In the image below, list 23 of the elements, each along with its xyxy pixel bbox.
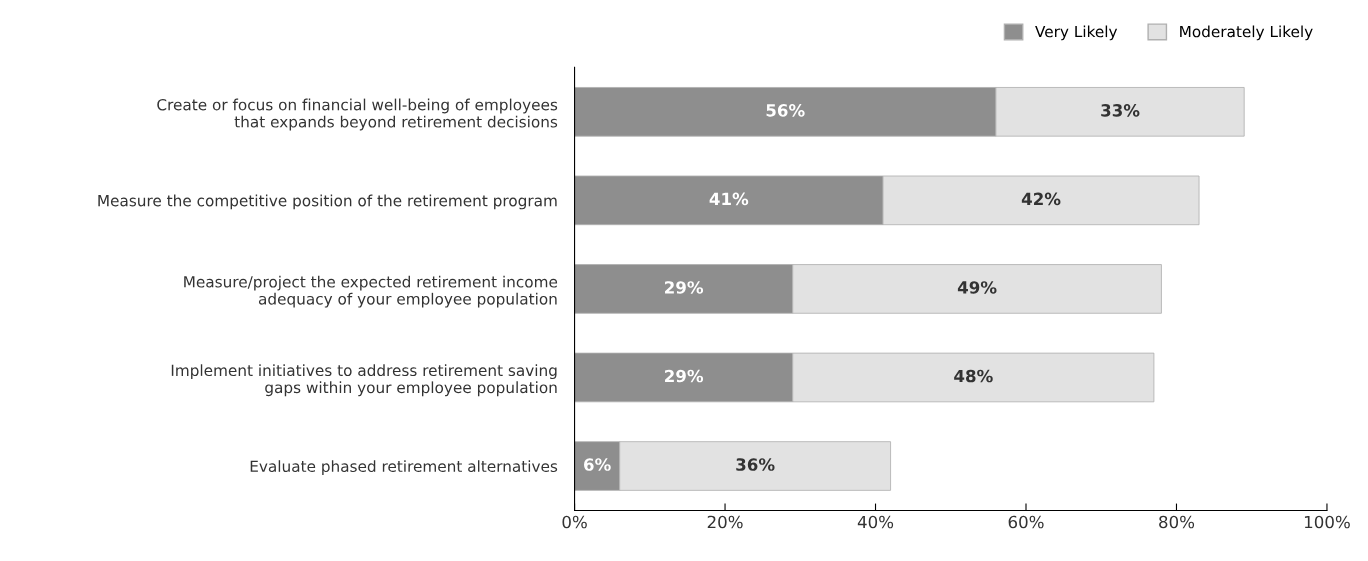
data-label: 36% [736, 458, 775, 471]
x-tick-label: 80% [1159, 515, 1195, 529]
data-label: 41% [709, 192, 749, 206]
legend-label: Very Likely [1035, 25, 1118, 41]
y-tick-label: Evaluate phased retirement alternatives [250, 460, 558, 475]
legend-label: Moderately Likely [1180, 25, 1313, 41]
x-tick-label: 40% [857, 515, 894, 529]
x-tick-label: 60% [1008, 515, 1044, 529]
data-label: 48% [954, 369, 993, 383]
data-label: 29% [665, 369, 704, 383]
y-tick-label: Measure the competitive position of the retirement program [98, 194, 557, 210]
x-tick-label: 20% [707, 515, 743, 529]
data-label: 6% [584, 458, 611, 471]
y-tick-label: Measure/project the expected retirement income adequacy of your employee population [184, 275, 558, 308]
x-tick-label: 100% [1304, 515, 1350, 529]
data-label: 49% [957, 281, 997, 294]
y-tick-label: Create or focus on financial well-being of employees that expands beyond retirement decisions [157, 98, 558, 131]
y-tick-label: Implement initiatives to address retirement saving gaps within your employee population [171, 364, 557, 397]
x-tick-label: 0% [562, 515, 587, 529]
data-label: 33% [1101, 104, 1140, 117]
data-label: 29% [665, 281, 704, 294]
data-label: 42% [1021, 192, 1061, 206]
data-label: 56% [766, 104, 805, 117]
